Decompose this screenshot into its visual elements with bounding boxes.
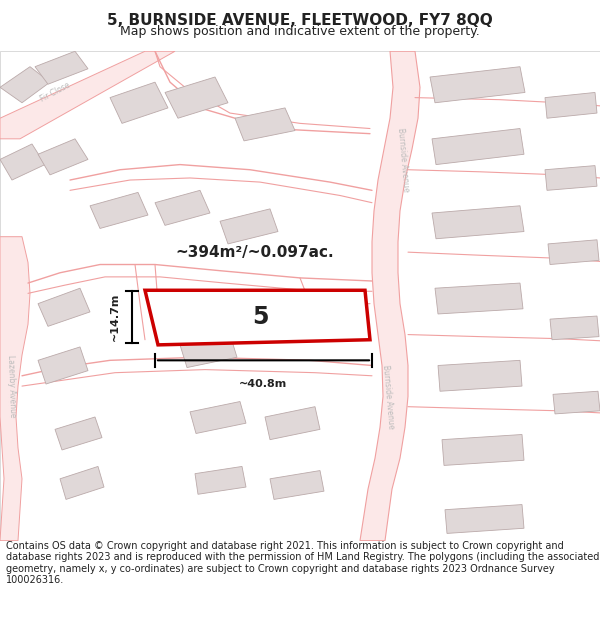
Polygon shape (55, 417, 102, 450)
Polygon shape (180, 334, 237, 367)
Polygon shape (165, 77, 228, 118)
Polygon shape (38, 139, 88, 175)
Polygon shape (0, 237, 30, 541)
Polygon shape (550, 316, 599, 340)
Polygon shape (235, 108, 295, 141)
Polygon shape (220, 209, 278, 244)
Polygon shape (195, 466, 246, 494)
Text: Contains OS data © Crown copyright and database right 2021. This information is : Contains OS data © Crown copyright and d… (6, 541, 599, 586)
Polygon shape (0, 144, 45, 180)
Polygon shape (545, 92, 597, 118)
Polygon shape (445, 504, 524, 533)
Text: 5: 5 (252, 305, 268, 329)
Polygon shape (553, 391, 600, 414)
Polygon shape (38, 347, 88, 384)
Polygon shape (438, 361, 522, 391)
Polygon shape (90, 192, 148, 229)
Polygon shape (155, 191, 210, 226)
Text: Map shows position and indicative extent of the property.: Map shows position and indicative extent… (120, 26, 480, 39)
Text: ~394m²/~0.097ac.: ~394m²/~0.097ac. (176, 244, 334, 259)
Polygon shape (360, 51, 420, 541)
Text: Lazenby Avenue: Lazenby Avenue (7, 354, 17, 418)
Polygon shape (0, 67, 50, 102)
Polygon shape (265, 407, 320, 439)
Polygon shape (432, 129, 524, 164)
Polygon shape (0, 51, 175, 139)
Polygon shape (190, 401, 246, 434)
Polygon shape (60, 466, 104, 499)
Polygon shape (435, 283, 523, 314)
Polygon shape (145, 290, 370, 345)
Polygon shape (110, 82, 168, 123)
Polygon shape (548, 240, 599, 264)
Polygon shape (35, 51, 88, 84)
Polygon shape (38, 288, 90, 326)
Polygon shape (432, 206, 524, 239)
Text: ~40.8m: ~40.8m (239, 379, 287, 389)
Text: Burnside Avenue: Burnside Avenue (381, 364, 395, 429)
Text: Burnside Avenue: Burnside Avenue (396, 127, 410, 192)
Polygon shape (442, 434, 524, 466)
Text: Fir Close: Fir Close (38, 81, 71, 104)
Text: ~14.7m: ~14.7m (110, 293, 120, 341)
Polygon shape (430, 67, 525, 102)
Polygon shape (270, 471, 324, 499)
Polygon shape (545, 166, 597, 191)
Text: 5, BURNSIDE AVENUE, FLEETWOOD, FY7 8QQ: 5, BURNSIDE AVENUE, FLEETWOOD, FY7 8QQ (107, 12, 493, 28)
